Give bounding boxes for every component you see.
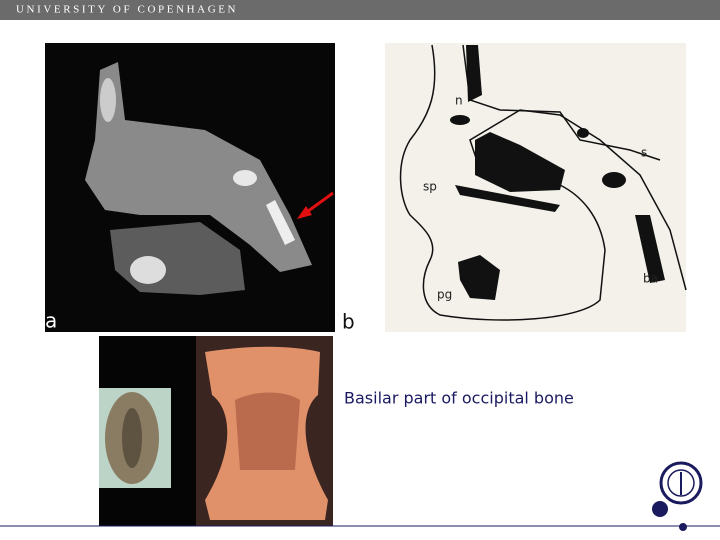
university-logo	[652, 461, 703, 531]
header-bar	[0, 0, 720, 20]
annotation: n	[455, 94, 463, 108]
annotation: s	[641, 146, 647, 160]
annotation: pg	[437, 288, 452, 302]
annotation: sp	[423, 180, 437, 194]
figure-label: a	[45, 309, 57, 333]
header-title: UNIVERSITY OF COPENHAGEN	[16, 4, 238, 16]
caption: Basilar part of occipital bone	[344, 389, 574, 408]
annotation: ba	[643, 272, 658, 286]
xray-image	[45, 43, 335, 332]
diagram-annotations: n s sp ba pg	[423, 94, 658, 302]
diagram-image	[385, 43, 687, 332]
figure-label: b	[342, 310, 355, 334]
bone-photo	[99, 336, 333, 526]
